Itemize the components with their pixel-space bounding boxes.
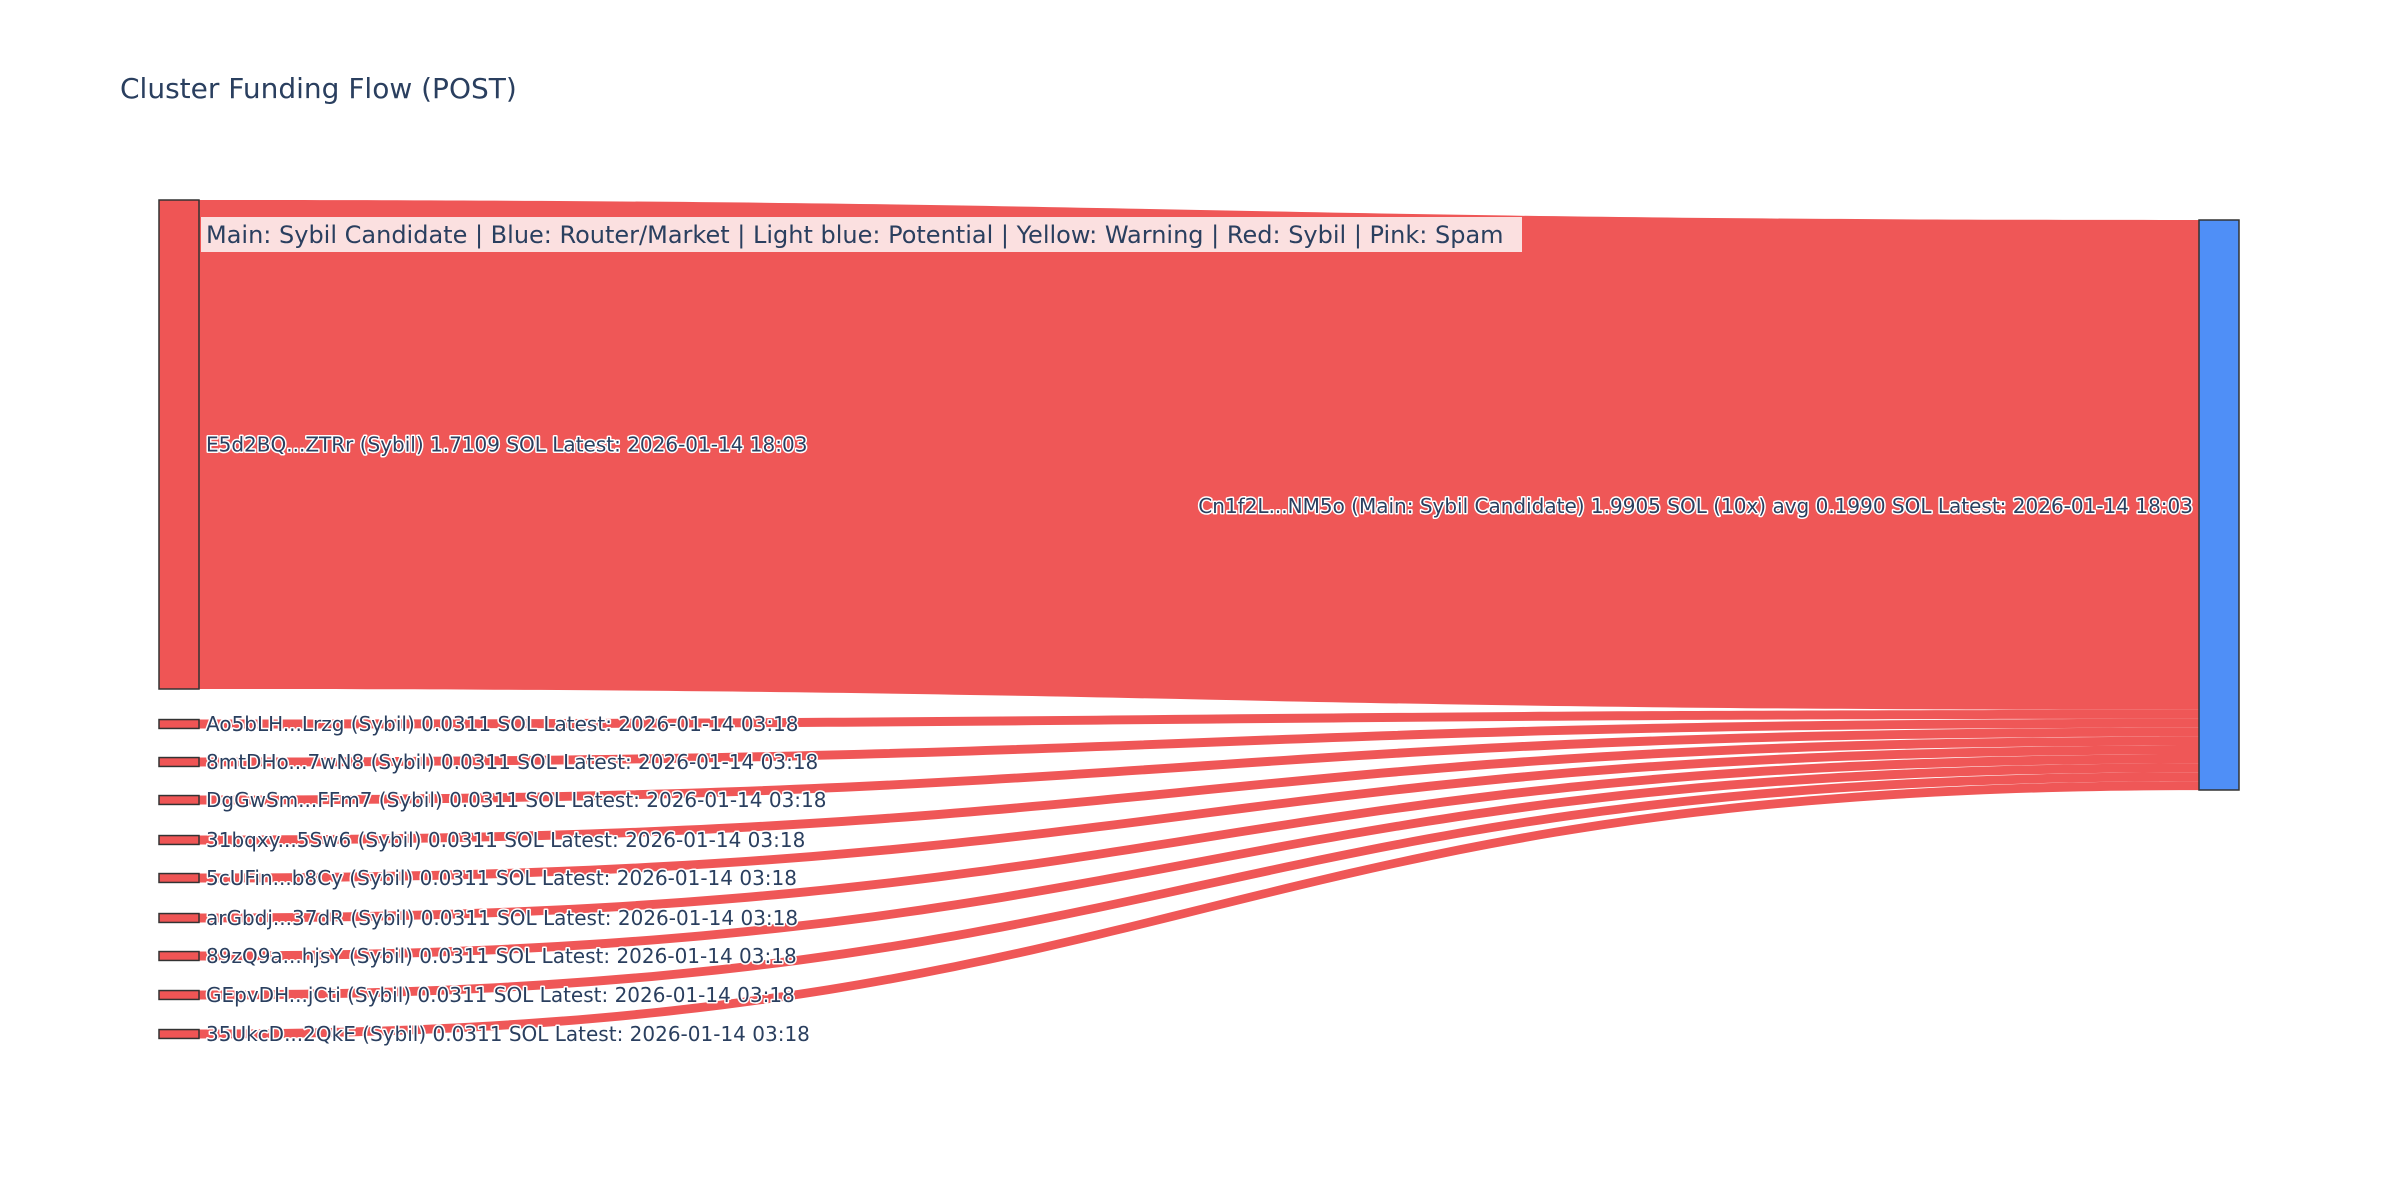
flow-link[interactable] xyxy=(199,200,2199,710)
source-node-label: 31bqxy...5Sw6 (Sybil) 0.0311 SOL Latest:… xyxy=(206,828,805,852)
source-node[interactable] xyxy=(158,989,200,1001)
legend-text: Main: Sybil Candidate | Blue: Router/Mar… xyxy=(206,221,1504,249)
flow-link[interactable] xyxy=(199,736,2199,845)
flow-link[interactable] xyxy=(199,727,2199,805)
source-node-label: arGbdj...37dR (Sybil) 0.0311 SOL Latest:… xyxy=(206,906,798,930)
source-node[interactable] xyxy=(158,718,200,730)
legend-annotation: Main: Sybil Candidate | Blue: Router/Mar… xyxy=(201,217,1522,252)
chart-title: Cluster Funding Flow (POST) xyxy=(120,72,517,105)
flow-link[interactable] xyxy=(199,754,2199,923)
source-node[interactable] xyxy=(158,199,200,690)
source-node-label: DgGwSm...FFm7 (Sybil) 0.0311 SOL Latest:… xyxy=(206,788,826,812)
source-node-label: 5cUFin...b8Cy (Sybil) 0.0311 SOL Latest:… xyxy=(206,866,797,890)
source-node[interactable] xyxy=(158,1028,200,1040)
source-node[interactable] xyxy=(158,950,200,962)
source-node-label: 89zQ9a...hjsY (Sybil) 0.0311 SOL Latest:… xyxy=(206,944,797,968)
source-node-label: Ao5bLH...Lrzg (Sybil) 0.0311 SOL Latest:… xyxy=(206,712,799,736)
flow-link[interactable] xyxy=(199,772,2199,1000)
legend-background xyxy=(201,217,1522,252)
source-node-label: 35UkcD...2QkE (Sybil) 0.0311 SOL Latest:… xyxy=(206,1022,810,1046)
flow-link[interactable] xyxy=(199,745,2199,883)
flow-link[interactable] xyxy=(199,763,2199,961)
source-node-label: GEpvDH...jCti (Sybil) 0.0311 SOL Latest:… xyxy=(206,983,795,1007)
source-node-label: 8mtDHo...7wN8 (Sybil) 0.0311 SOL Latest:… xyxy=(206,750,818,774)
target-node-label: Cn1f2L...NM5o (Main: Sybil Candidate) 1.… xyxy=(1198,494,2193,518)
flow-link[interactable] xyxy=(199,709,2199,729)
source-node[interactable] xyxy=(158,872,200,884)
source-node[interactable] xyxy=(158,912,200,924)
flow-link[interactable] xyxy=(199,781,2199,1039)
target-node[interactable] xyxy=(2198,219,2240,791)
source-node[interactable] xyxy=(158,756,200,768)
flow-link[interactable] xyxy=(199,718,2199,767)
source-node-label: E5d2BQ...ZTRr (Sybil) 1.7109 SOL Latest:… xyxy=(206,433,807,457)
source-node[interactable] xyxy=(158,794,200,806)
source-node[interactable] xyxy=(158,834,200,846)
